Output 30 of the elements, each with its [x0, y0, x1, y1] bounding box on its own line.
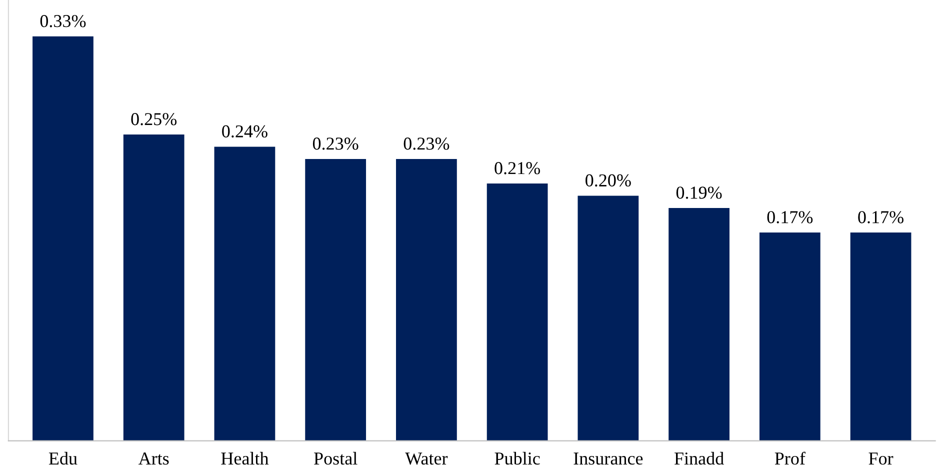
data-label: 0.21%: [494, 162, 540, 174]
bar: [668, 208, 730, 441]
bar: [396, 158, 457, 441]
bar: [123, 134, 184, 441]
data-label: 0.24%: [222, 125, 268, 138]
bar: [305, 158, 366, 441]
data-label: 0.17%: [767, 211, 813, 224]
x-tick-label: For: [868, 452, 894, 465]
x-tick-label: Prof: [774, 452, 806, 465]
bar: [214, 146, 276, 441]
data-label: 0.20%: [586, 174, 631, 187]
data-label: 0.23%: [404, 138, 450, 150]
bar: [850, 232, 912, 441]
bar: [32, 36, 94, 441]
data-label: 0.33%: [40, 14, 86, 28]
bar: [759, 232, 820, 441]
bar: [578, 196, 639, 441]
x-tick-label: Water: [405, 452, 448, 465]
bar: [486, 183, 548, 441]
x-tick-label: Public: [494, 452, 540, 465]
x-tick-label: Finadd: [674, 452, 724, 465]
x-tick-label: Insurance: [574, 452, 643, 465]
x-tick-label: Edu: [48, 452, 78, 465]
data-label: 0.25%: [131, 113, 177, 126]
data-label: 0.23%: [312, 138, 358, 150]
x-tick-label: Arts: [138, 452, 169, 465]
data-label: 0.17%: [858, 211, 904, 224]
x-tick-label: Health: [221, 452, 269, 465]
x-tick-label: Postal: [314, 452, 358, 465]
data-label: 0.19%: [676, 186, 722, 199]
